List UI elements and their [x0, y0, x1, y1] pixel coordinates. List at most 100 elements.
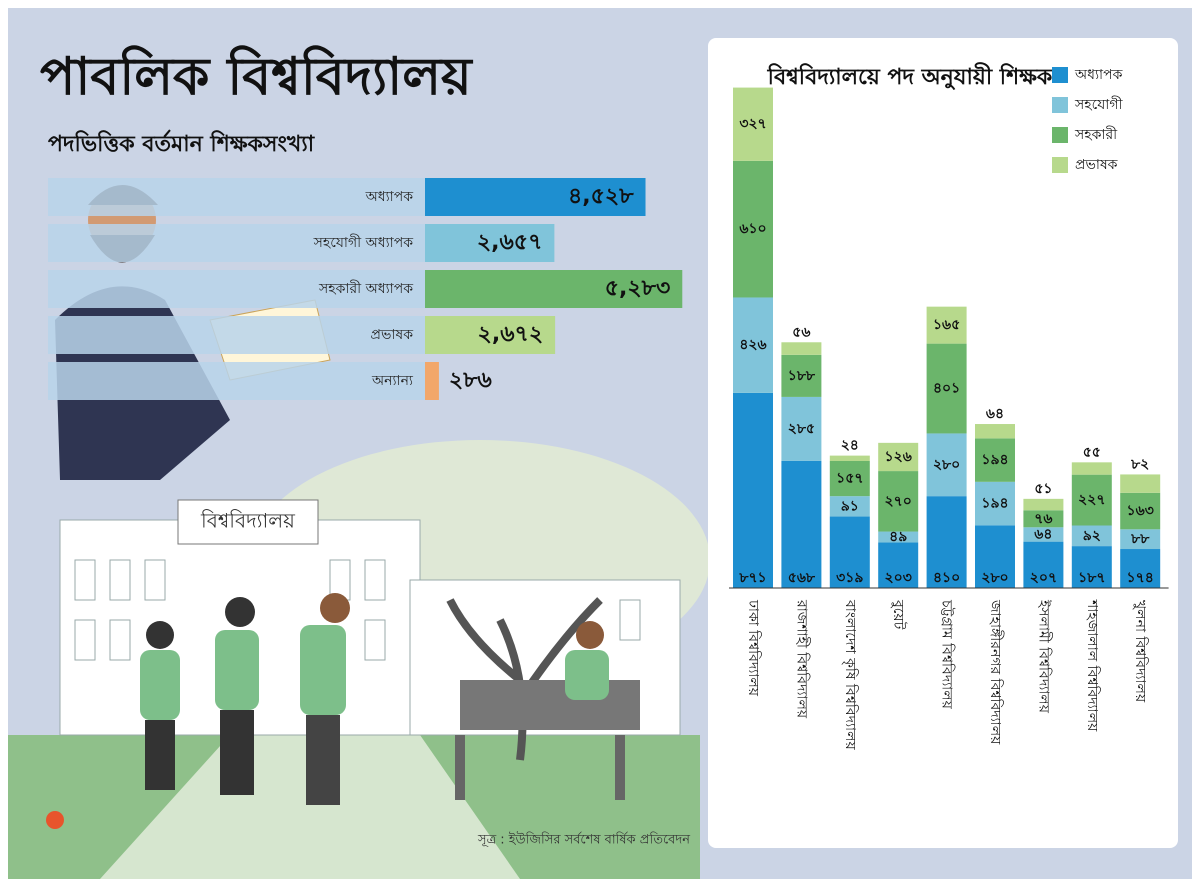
- bar-segment: [1071, 474, 1112, 526]
- bar-segment: [878, 442, 919, 472]
- legend-label: সহকারী: [1074, 126, 1118, 143]
- x-tick-label: বাংলাদেশ কৃষি বিশ্ববিদ্যালয়: [842, 599, 859, 751]
- legend-label: সহযোগী: [1074, 96, 1124, 113]
- sign-board: [177, 499, 319, 545]
- bar-segment: [781, 460, 822, 588]
- value-label: ২৮৫: [788, 421, 815, 437]
- bar-segment: [1120, 474, 1161, 493]
- value-label: ৩২৭: [739, 116, 766, 132]
- bar-segment: [781, 396, 822, 461]
- bench: [460, 680, 640, 730]
- value-label: ১৬৩: [1127, 503, 1154, 519]
- legend-swatch: [1052, 127, 1068, 143]
- legend-label: অধ্যাপক: [1074, 67, 1123, 83]
- bar-segment: [1071, 462, 1112, 475]
- value-label: ৭৬: [1034, 511, 1052, 527]
- x-tick-label: খুলনা বিশ্ববিদ্যালয়: [1132, 600, 1149, 703]
- x-tick-label: শাহজালাল বিশ্ববিদ্যালয়: [1084, 599, 1101, 732]
- bar-segment: [926, 433, 967, 497]
- value-label: ১৭৪: [1127, 570, 1154, 586]
- legend-swatch: [1052, 157, 1068, 173]
- bar: [425, 224, 555, 262]
- x-tick-label: চট্টগ্রাম বিশ্ববিদ্যালয়: [939, 599, 956, 710]
- bar-segment: [1120, 529, 1161, 550]
- students: [140, 593, 609, 805]
- value-label: ৫,২৮৩: [605, 276, 671, 301]
- value-label: ২০৩: [885, 570, 912, 586]
- x-tick-label: ইসলামী বিশ্ববিদ্যালয়: [1035, 599, 1052, 714]
- bar-segment: [733, 87, 773, 161]
- bar-segment: [1023, 527, 1064, 542]
- bar-segment: [781, 354, 822, 397]
- value-label: ৪১০: [933, 570, 960, 586]
- value-label: ১৫৭: [836, 471, 863, 487]
- bar: [425, 270, 683, 308]
- bar-segment: [781, 342, 822, 355]
- subtitle: পদভিত্তিক বর্তমান শিক্ষকসংখ্যা: [48, 129, 316, 157]
- x-tick-label: রাজশাহী বিশ্ববিদ্যালয়: [793, 599, 810, 719]
- value-label: ২৮০: [981, 570, 1008, 586]
- value-label: ৮৮: [1130, 531, 1150, 547]
- bar-segment: [1023, 541, 1064, 588]
- value-label: ৫১: [1034, 481, 1052, 497]
- bar: [425, 178, 646, 216]
- x-tick-label: জাহাঙ্গীরনগর বিশ্ববিদ্যালয়: [987, 599, 1004, 745]
- bench-leg: [615, 735, 625, 800]
- value-label: ৩১৯: [836, 570, 863, 586]
- bar-segment: [1120, 549, 1161, 588]
- bar-segment: [1071, 525, 1112, 547]
- bar-segment: [733, 297, 773, 393]
- title: পাবলিক বিশ্ববিদ্যালয়: [40, 45, 474, 107]
- value-label: ২,৬৫৭: [477, 230, 543, 255]
- bench-leg: [455, 735, 465, 800]
- bar-segment: [1023, 510, 1064, 528]
- logo: [46, 811, 64, 829]
- category-label: সহযোগী অধ্যাপক: [313, 234, 414, 251]
- value-label: ৬১০: [739, 221, 766, 237]
- value-label: ২২৭: [1078, 492, 1105, 508]
- bar-segment: [878, 542, 919, 588]
- value-label: ৬৪: [986, 406, 1004, 422]
- bar-segment: [733, 392, 773, 588]
- bar-segment: [829, 496, 870, 517]
- sign-text: বিশ্ববিদ্যালয়: [200, 509, 296, 533]
- category-label: সহকারী অধ্যাপক: [318, 280, 413, 297]
- bar-segment: [975, 525, 1015, 588]
- value-label: ১২৬: [885, 449, 912, 465]
- value-label: ২৭০: [885, 493, 912, 509]
- bar-segment: [926, 306, 967, 344]
- value-label: ৫৫: [1083, 444, 1101, 460]
- bar-segment: [878, 471, 919, 532]
- bar-segment: [1071, 546, 1112, 588]
- value-label: ৪২৬: [739, 337, 766, 353]
- bar-segment: [1023, 498, 1064, 511]
- category-label: অন্যান্য: [371, 373, 414, 389]
- chart-title: বিশ্ববিদ্যালয়ে পদ অনুযায়ী শিক্ষক: [767, 62, 1054, 91]
- value-label: ৫৬: [792, 324, 810, 340]
- value-label: ৯১: [841, 498, 859, 514]
- value-label: ১৯৪: [981, 452, 1008, 468]
- value-label: ৬৪: [1034, 526, 1052, 542]
- label-box: [48, 362, 425, 400]
- value-label: ৪০১: [933, 381, 960, 397]
- bar-segment: [926, 343, 967, 434]
- value-label: ২,৬৭২: [478, 322, 544, 347]
- value-label: ২৮৬: [449, 368, 492, 393]
- illustration: বিশ্ববিদ্যালয়: [8, 185, 710, 879]
- legend-swatch: [1052, 67, 1068, 83]
- value-label: ২৮০: [933, 457, 960, 473]
- category-label: অধ্যাপক: [365, 189, 414, 205]
- label-box: [48, 224, 425, 262]
- bar-segment: [829, 516, 870, 588]
- label-box: [48, 316, 425, 354]
- value-label: ১৬৫: [933, 317, 960, 333]
- bar-segment: [975, 424, 1015, 439]
- bar: [425, 316, 556, 354]
- bar-segment: [975, 481, 1015, 526]
- legend-swatch: [1052, 97, 1068, 113]
- x-tick-label: বুয়েট: [890, 599, 907, 630]
- bar-segment: [878, 531, 919, 543]
- value-label: ২০৭: [1030, 570, 1057, 586]
